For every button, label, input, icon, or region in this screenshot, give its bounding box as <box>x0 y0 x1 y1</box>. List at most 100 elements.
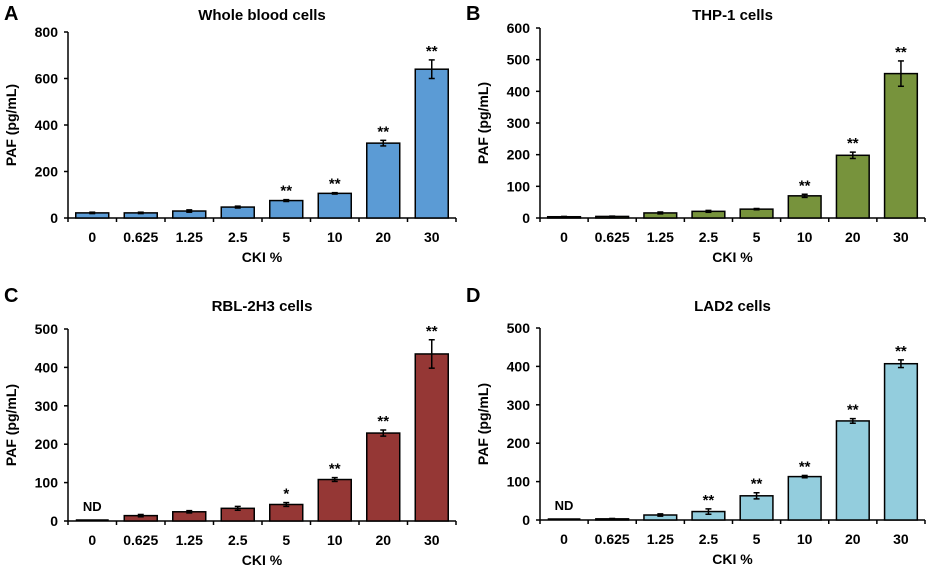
x-tick-label: 20 <box>845 229 861 245</box>
significance-marker: ** <box>377 123 389 140</box>
y-tick-label: 300 <box>507 397 531 413</box>
y-tick-label: 300 <box>35 398 59 414</box>
significance-marker: ** <box>426 323 438 340</box>
y-tick-label: 200 <box>507 435 531 451</box>
y-tick-label: 600 <box>507 20 531 36</box>
significance-marker: ** <box>280 183 292 200</box>
significance-marker: ** <box>426 43 438 60</box>
panel-label: B <box>466 3 480 25</box>
y-axis-label: PAF (pg/mL) <box>475 82 491 164</box>
y-tick-label: 400 <box>507 83 531 99</box>
bar <box>269 199 304 219</box>
significance-marker: ** <box>895 44 907 61</box>
y-tick-label: 500 <box>507 320 531 336</box>
x-axis-label: CKI % <box>712 249 753 265</box>
bar <box>317 478 352 522</box>
significance-marker: ** <box>799 458 811 475</box>
x-tick-label: 2.5 <box>699 229 719 245</box>
x-tick-label: 5 <box>282 229 290 245</box>
x-tick-label: 0.625 <box>123 532 158 548</box>
x-tick-label: 2.5 <box>228 229 248 245</box>
panel-label: D <box>466 285 480 307</box>
x-tick-label: 30 <box>424 532 440 548</box>
x-tick-label: 30 <box>893 531 909 547</box>
x-tick-label: 0.625 <box>595 531 630 547</box>
y-tick-label: 200 <box>35 436 59 452</box>
significance-marker: ** <box>847 135 859 152</box>
significance-marker: ** <box>377 413 389 430</box>
significance-marker: ** <box>751 476 763 493</box>
chart-title: LAD2 cells <box>694 298 771 315</box>
y-tick-label: 100 <box>35 475 59 491</box>
x-tick-label: 1.25 <box>647 531 674 547</box>
y-tick-label: 0 <box>50 210 58 226</box>
x-tick-label: 0.625 <box>123 229 158 245</box>
bar <box>835 420 870 521</box>
chart-title: RBL-2H3 cells <box>212 298 313 315</box>
y-tick-label: 600 <box>35 71 59 87</box>
bar <box>883 362 919 521</box>
x-tick-label: 5 <box>282 532 290 548</box>
x-axis-label: CKI % <box>712 551 753 567</box>
panel-label: A <box>4 3 18 25</box>
y-tick-label: 0 <box>522 210 530 226</box>
x-tick-label: 1.25 <box>647 229 674 245</box>
chart-title: Whole blood cells <box>198 7 326 24</box>
y-tick-label: 200 <box>507 147 531 163</box>
y-tick-label: 400 <box>507 358 531 374</box>
significance-marker: * <box>283 486 289 503</box>
y-tick-label: 300 <box>507 115 531 131</box>
y-tick-label: 0 <box>522 512 530 528</box>
bar <box>414 353 449 522</box>
x-tick-label: 2.5 <box>699 531 719 547</box>
x-tick-label: 30 <box>893 229 909 245</box>
x-tick-label: 5 <box>753 531 761 547</box>
significance-marker: ** <box>847 402 859 419</box>
x-axis-label: CKI % <box>242 552 283 567</box>
x-tick-label: 0 <box>88 532 96 548</box>
x-tick-label: 30 <box>424 229 440 245</box>
significance-marker: ** <box>895 343 907 360</box>
x-tick-label: 0 <box>560 229 568 245</box>
bar <box>317 192 352 219</box>
y-tick-label: 800 <box>35 24 59 40</box>
x-tick-label: 10 <box>327 229 343 245</box>
y-tick-label: 200 <box>35 164 59 180</box>
y-tick-label: 100 <box>507 178 531 194</box>
x-tick-label: 20 <box>375 229 391 245</box>
bar <box>414 68 449 219</box>
y-tick-label: 500 <box>35 321 59 337</box>
y-axis-label: PAF (pg/mL) <box>3 384 19 466</box>
y-tick-label: 0 <box>50 513 58 529</box>
chart-title: THP-1 cells <box>692 7 773 24</box>
x-tick-label: 20 <box>845 531 861 547</box>
not-detected-label: ND <box>83 499 102 514</box>
x-tick-label: 10 <box>797 531 813 547</box>
bar <box>366 432 401 522</box>
x-tick-label: 1.25 <box>176 229 203 245</box>
bar <box>883 72 919 219</box>
significance-marker: ** <box>703 492 715 509</box>
x-tick-label: 10 <box>797 229 813 245</box>
x-tick-label: 0 <box>560 531 568 547</box>
y-tick-label: 500 <box>507 52 531 68</box>
y-tick-label: 400 <box>35 117 59 133</box>
significance-marker: ** <box>329 461 341 478</box>
x-tick-label: 5 <box>753 229 761 245</box>
bar <box>366 142 401 219</box>
y-tick-label: 100 <box>507 474 531 490</box>
bar <box>835 154 870 219</box>
x-tick-label: 1.25 <box>176 532 203 548</box>
x-tick-label: 10 <box>327 532 343 548</box>
x-tick-label: 0 <box>88 229 96 245</box>
x-tick-label: 2.5 <box>228 532 248 548</box>
x-axis-label: CKI % <box>242 249 283 265</box>
panel-label: C <box>4 285 18 307</box>
bar <box>787 195 822 219</box>
x-tick-label: 20 <box>375 532 391 548</box>
